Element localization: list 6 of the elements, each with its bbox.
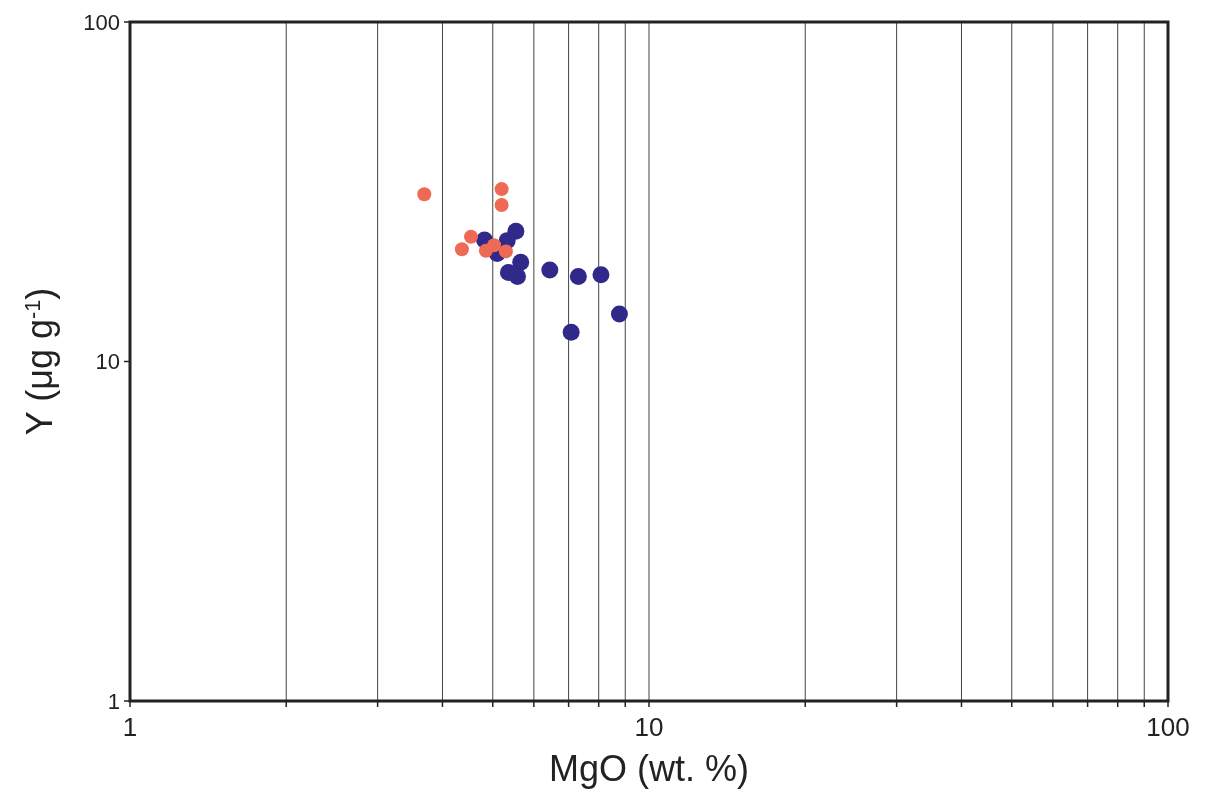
y-tick-label: 10 [95,349,120,375]
y-tick-label: 1 [107,688,120,714]
y-tick-label: 100 [83,9,120,35]
x-tick-label: 100 [1146,712,1190,742]
x-axis-title: MgO (wt. %) [548,748,750,789]
x-tick-label: 10 [634,712,664,742]
